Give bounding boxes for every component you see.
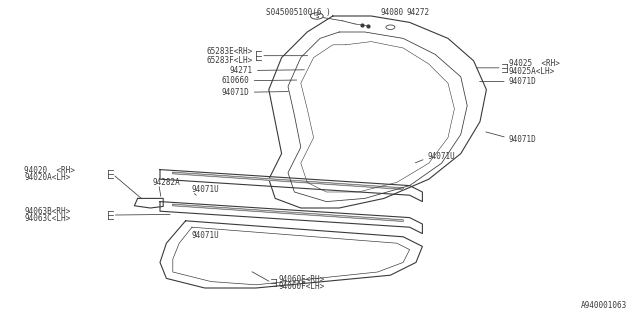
Text: 94025  <RH>: 94025 <RH> bbox=[509, 60, 559, 68]
Text: S045005100(6 ): S045005100(6 ) bbox=[266, 8, 330, 17]
Text: 94025A<LH>: 94025A<LH> bbox=[509, 68, 555, 76]
Text: 94063C<LH>: 94063C<LH> bbox=[24, 214, 70, 223]
Text: 94272: 94272 bbox=[406, 8, 429, 17]
Text: 94020A<LH>: 94020A<LH> bbox=[24, 173, 70, 182]
Polygon shape bbox=[173, 172, 403, 189]
Text: 94071D: 94071D bbox=[222, 88, 250, 97]
Text: S: S bbox=[315, 13, 319, 19]
Text: 94060F<LH>: 94060F<LH> bbox=[278, 282, 324, 291]
Text: A940001063: A940001063 bbox=[581, 301, 627, 310]
Text: 94071D: 94071D bbox=[509, 77, 536, 86]
Polygon shape bbox=[173, 204, 403, 221]
Text: 94282A: 94282A bbox=[152, 178, 180, 187]
Text: 94060E<RH>: 94060E<RH> bbox=[278, 275, 324, 284]
Polygon shape bbox=[160, 170, 422, 202]
Polygon shape bbox=[269, 16, 486, 208]
Polygon shape bbox=[134, 198, 163, 208]
Text: 94020  <RH>: 94020 <RH> bbox=[24, 166, 75, 175]
Text: 94071U: 94071U bbox=[428, 152, 455, 161]
Text: 94071D: 94071D bbox=[509, 135, 536, 144]
Text: 94271: 94271 bbox=[230, 66, 253, 75]
Text: 94063B<RH>: 94063B<RH> bbox=[24, 207, 70, 216]
Polygon shape bbox=[160, 221, 422, 288]
Text: 65283F<LH>: 65283F<LH> bbox=[207, 56, 253, 65]
Polygon shape bbox=[160, 202, 422, 234]
Text: 65283E<RH>: 65283E<RH> bbox=[207, 47, 253, 56]
Text: 94071U: 94071U bbox=[192, 231, 220, 240]
Text: 94071U: 94071U bbox=[192, 185, 220, 194]
Text: 94080: 94080 bbox=[381, 8, 404, 17]
Text: 610660: 610660 bbox=[222, 76, 250, 85]
